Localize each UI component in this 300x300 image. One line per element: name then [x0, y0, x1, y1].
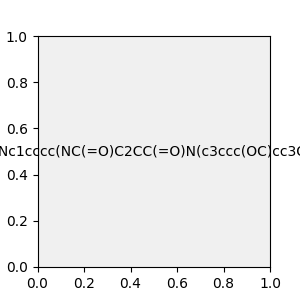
Text: CC(=O)Nc1cccc(NC(=O)C2CC(=O)N(c3ccc(OC)cc3OC)C2)c1: CC(=O)Nc1cccc(NC(=O)C2CC(=O)N(c3ccc(OC)c… — [0, 145, 300, 158]
